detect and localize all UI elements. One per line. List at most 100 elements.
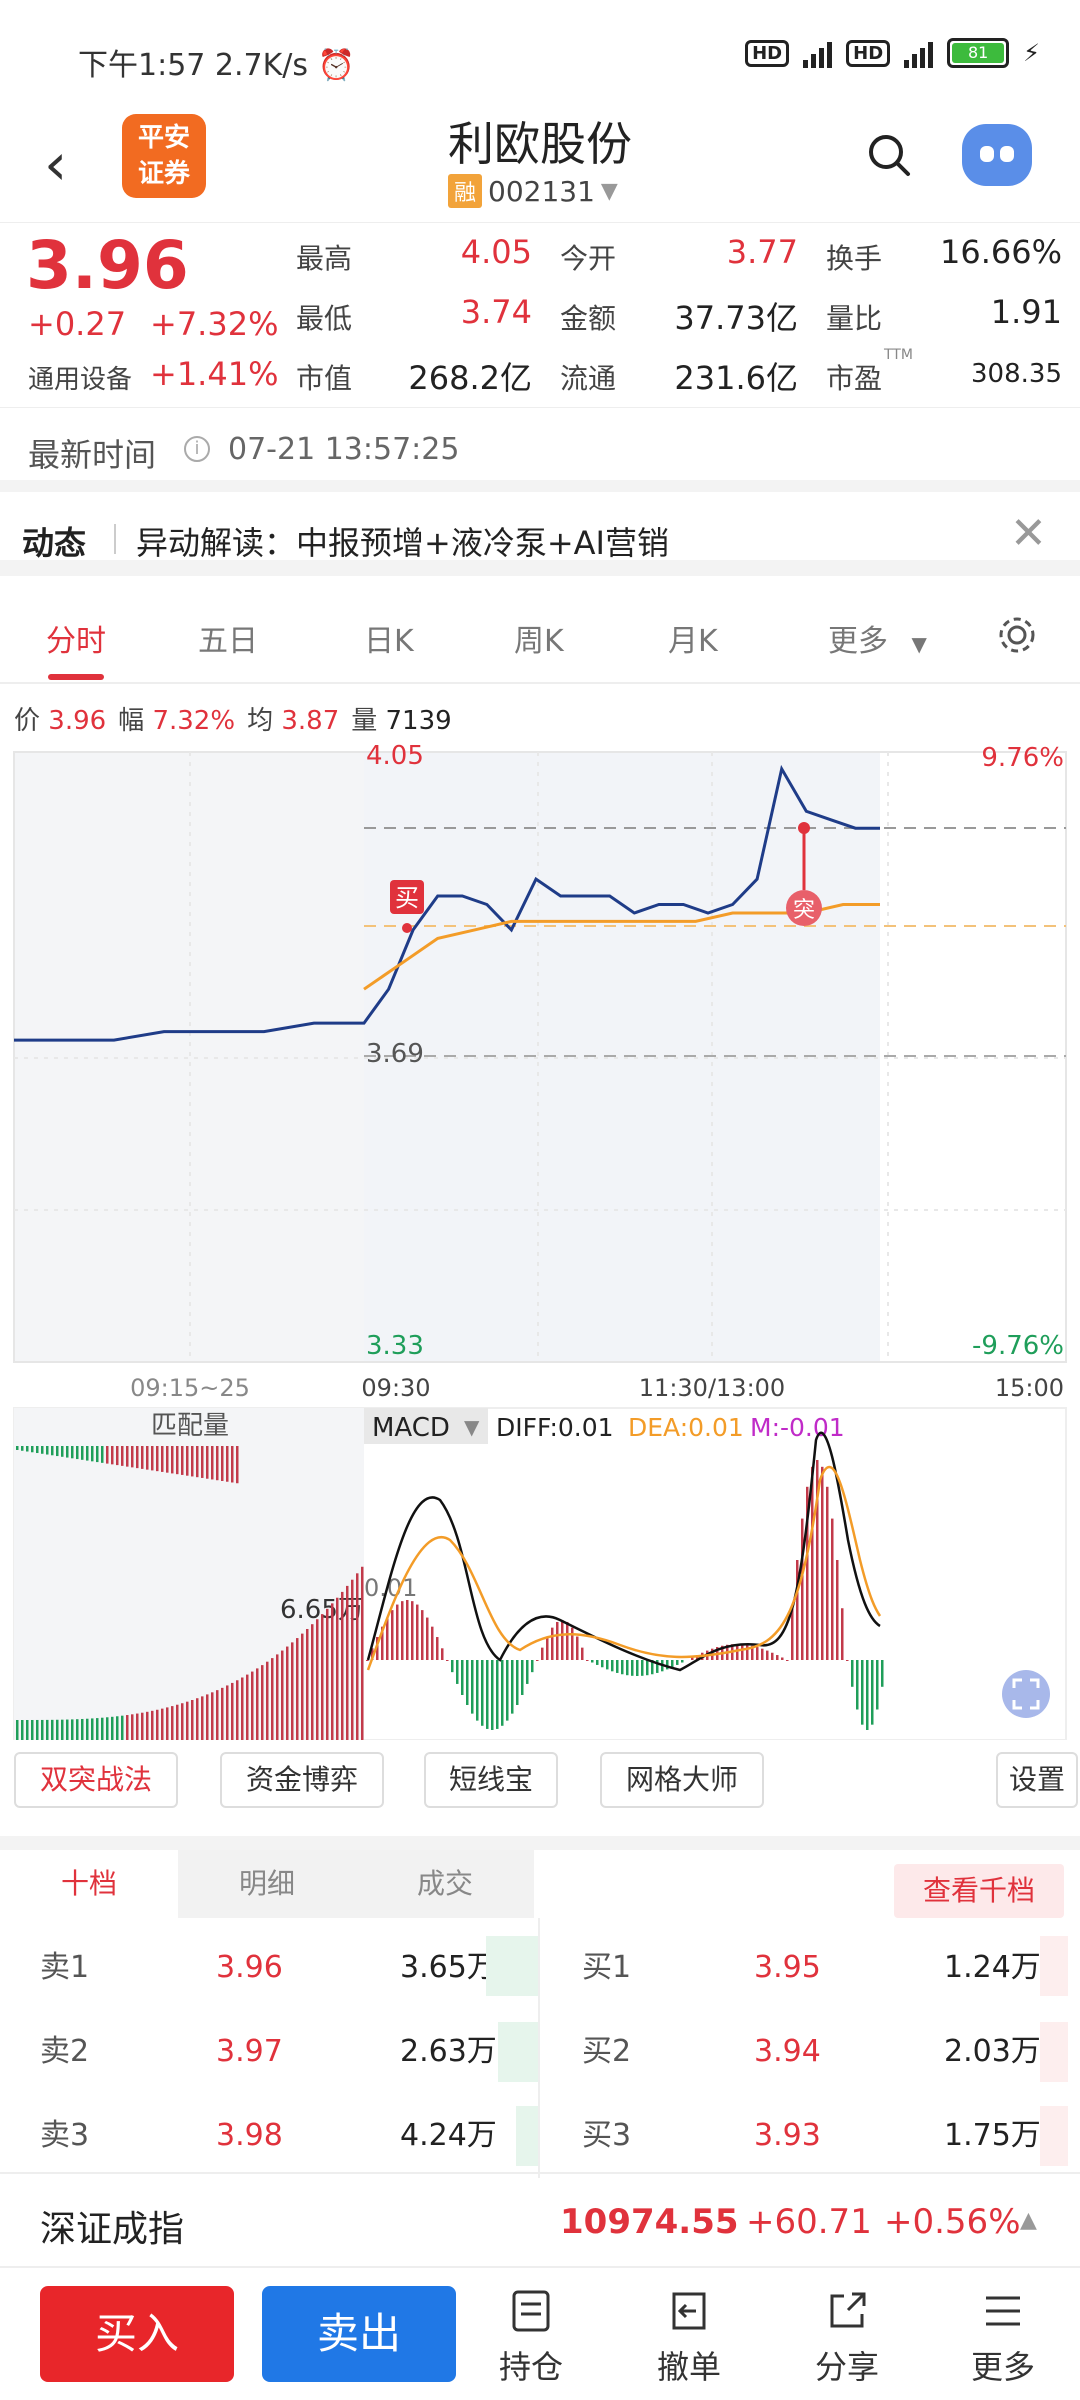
tab-five-day[interactable]: 五日 <box>198 624 258 659</box>
auction-top-bar <box>216 1446 219 1481</box>
buy-button[interactable]: 买入 <box>40 2286 234 2382</box>
macd-bar <box>856 1660 859 1710</box>
grid <box>14 752 1066 1362</box>
auction-top-bar <box>76 1446 79 1460</box>
macd-dea-line <box>366 1465 882 1671</box>
tab-ten-levels[interactable]: 十档 <box>0 1850 178 1918</box>
macd-bar <box>791 1608 794 1660</box>
ask-3-bar <box>516 2106 538 2166</box>
document-icon <box>512 2290 550 2332</box>
more-button[interactable]: 更多 <box>948 2288 1058 2388</box>
auction-top-bar <box>16 1446 19 1450</box>
macd-bar <box>501 1660 504 1726</box>
macd-bar <box>666 1660 669 1670</box>
dynamic-text[interactable]: 异动解读：中报预增+液冷泵+AI营销 <box>136 524 669 562</box>
stock-code-selector[interactable]: 融 002131 ▼ <box>448 174 618 208</box>
ask-2-volume: 2.63万 <box>400 2034 497 2069</box>
share-button[interactable]: 分享 <box>792 2288 902 2388</box>
macd-bar <box>566 1621 569 1660</box>
broker-logo[interactable]: 平安 证券 <box>122 114 206 198</box>
macd-bar <box>611 1660 614 1672</box>
sector-name[interactable]: 通用设备 <box>28 365 133 395</box>
macd-bar <box>636 1660 639 1676</box>
back-icon[interactable]: ‹ <box>44 130 68 198</box>
sell-button[interactable]: 卖出 <box>262 2286 456 2382</box>
ask-1-price[interactable]: 3.96 <box>216 1950 283 1985</box>
bid-1-volume: 1.24万 <box>944 1950 1041 1985</box>
low-label: 最低 <box>296 302 353 335</box>
macd-bar <box>646 1660 649 1676</box>
auction-top-bar <box>136 1446 139 1469</box>
order-book: 十档 明细 成交 查看千档 卖1 3.96 3.65万 卖2 3.97 2.63… <box>0 1836 1080 2178</box>
bid-3-price[interactable]: 3.93 <box>754 2118 821 2153</box>
menu-icon <box>986 2296 1020 2326</box>
status-bar: 下午1:57 2.7K/s ⏰ HD HD 81 ⚡ <box>0 0 1080 110</box>
tab-details[interactable]: 明细 <box>178 1850 356 1918</box>
tab-more[interactable]: 更多 ▼ <box>828 624 927 659</box>
auction-bar <box>46 1719 49 1740</box>
sector-change[interactable]: +1.41% <box>150 355 279 393</box>
settings-button[interactable]: 设置 <box>996 1752 1078 1808</box>
ask-1-label: 卖1 <box>40 1950 90 1985</box>
auction-bar <box>161 1708 164 1740</box>
divider <box>114 524 116 554</box>
macd-bar <box>571 1627 574 1660</box>
auction-bar <box>146 1711 149 1740</box>
auction-bar <box>106 1717 109 1740</box>
bid-1-price[interactable]: 3.95 <box>754 1950 821 1985</box>
volume-ratio-value: 1.91 <box>990 293 1062 331</box>
ask-3-price[interactable]: 3.98 <box>216 2118 283 2153</box>
auction-top-bar <box>161 1446 164 1472</box>
auction-bar <box>21 1719 24 1740</box>
price-value: 3.96 <box>48 706 107 736</box>
macd-bar <box>476 1660 479 1721</box>
index-ticker[interactable]: 深证成指 10974.55 +60.71 +0.56% ▲ <box>0 2172 1080 2268</box>
macd-bar <box>446 1660 449 1661</box>
macd-bar <box>766 1650 769 1660</box>
auction-bar <box>56 1719 59 1740</box>
close-icon[interactable]: ✕ <box>1010 508 1047 559</box>
tab-weekly-k[interactable]: 周K <box>514 624 564 659</box>
intraday-chart[interactable]: 4.05 3.69 3.33 9.76% -9.76% 09:15~25 09:… <box>0 740 1080 1740</box>
strategy-grid-master-button[interactable]: 网格大师 <box>600 1752 764 1808</box>
auction-bar <box>156 1709 159 1740</box>
buy-marker[interactable]: 买 <box>390 880 424 933</box>
strategy-short-term-button[interactable]: 短线宝 <box>424 1752 558 1808</box>
chevron-down-icon[interactable]: ▼ <box>464 1415 480 1439</box>
chevron-up-icon[interactable]: ▲ <box>1020 2208 1037 2233</box>
auction-top-bar <box>186 1446 189 1476</box>
strategy-buttons: 双突战法 资金博弈 短线宝 网格大师 设置 <box>0 1752 1080 1816</box>
ask-2-price[interactable]: 3.97 <box>216 2034 283 2069</box>
auction-top-bar <box>121 1446 124 1466</box>
auction-bar <box>276 1654 279 1740</box>
search-icon[interactable] <box>866 132 912 178</box>
macd-bar <box>426 1617 429 1660</box>
auction-bar <box>351 1579 354 1740</box>
tab-intraday[interactable]: 分时 <box>46 624 106 659</box>
fullscreen-icon[interactable] <box>1002 1670 1050 1718</box>
tab-daily-k[interactable]: 日K <box>364 624 414 659</box>
gear-icon[interactable] <box>996 614 1038 656</box>
macd-bar <box>376 1637 379 1660</box>
bid-2-price[interactable]: 3.94 <box>754 2034 821 2069</box>
assistant-robot-icon[interactable] <box>962 124 1032 186</box>
info-icon[interactable]: i <box>184 436 210 462</box>
dynamic-news-bar[interactable]: 动态 异动解读：中报预增+液冷泵+AI营销 ✕ <box>0 494 1080 576</box>
macd-selector[interactable] <box>364 1408 488 1444</box>
macd-bar <box>771 1652 774 1660</box>
breakout-marker[interactable]: 突 <box>786 822 822 926</box>
view-thousand-levels-button[interactable]: 查看千档 <box>894 1864 1064 1918</box>
macd-bar <box>481 1660 484 1726</box>
strategy-double-breakout-button[interactable]: 双突战法 <box>14 1752 178 1808</box>
tab-trades[interactable]: 成交 <box>356 1850 534 1918</box>
macd-label[interactable]: MACD <box>372 1413 450 1443</box>
strategy-capital-game-button[interactable]: 资金博弈 <box>220 1752 384 1808</box>
auction-bar <box>86 1718 89 1740</box>
holdings-button[interactable]: 持仓 <box>476 2288 586 2388</box>
y-mid-label: 3.69 <box>366 1039 424 1069</box>
cancel-order-button[interactable]: 撤单 <box>634 2288 744 2388</box>
current-price: 3.96 <box>26 227 189 304</box>
tab-monthly-k[interactable]: 月K <box>668 624 718 659</box>
auction-bar <box>361 1566 364 1740</box>
auction-top-bar <box>146 1446 149 1470</box>
